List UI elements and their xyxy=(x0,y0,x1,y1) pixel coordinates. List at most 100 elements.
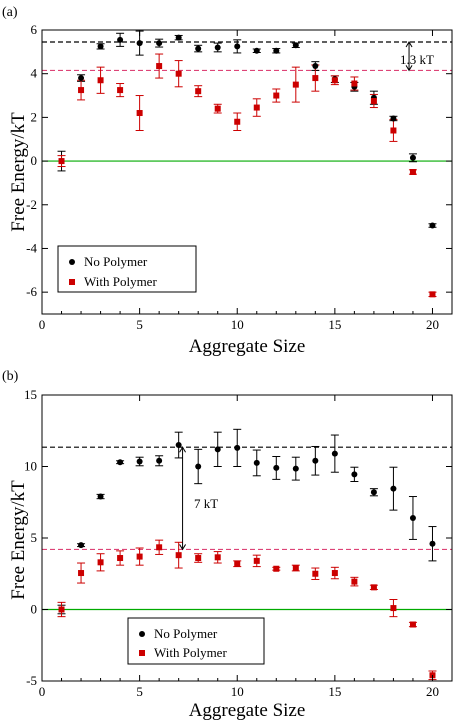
panel-b-point-0-14 xyxy=(331,450,338,457)
panel-b-ytick-label-2: 5 xyxy=(31,530,38,545)
panel-b-annotation-arrowhead-top xyxy=(179,446,186,453)
panel-a-label: (a) xyxy=(2,5,18,20)
panel-a-point-1-10 xyxy=(253,104,260,111)
panel-b-point-1-6 xyxy=(175,552,182,559)
panel-b: (b) Free Energy/kT Aggregate Size 7 kT 0… xyxy=(2,369,453,721)
panel-a-point-1-14 xyxy=(331,77,338,84)
panel-a-legend-marker-0 xyxy=(69,259,75,265)
panel-b-point-0-13 xyxy=(312,457,319,464)
panel-a-point-0-13 xyxy=(312,63,319,70)
panel-a-legend-box xyxy=(57,245,197,293)
panel-a-point-0-3 xyxy=(117,36,124,43)
panel-a-point-1-3 xyxy=(117,87,124,94)
panel-b-point-0-19 xyxy=(429,540,436,547)
panel-b-point-1-5 xyxy=(156,544,163,551)
panel-b-point-1-17 xyxy=(390,605,397,612)
panel-b-legend: No Polymer With Polymer xyxy=(127,617,265,665)
panel-b-point-1-16 xyxy=(370,584,377,591)
panel-b-legend-label-0: No Polymer xyxy=(154,626,218,641)
panel-b-point-0-5 xyxy=(156,457,163,464)
panel-b-ytick-label-3: 10 xyxy=(24,459,37,474)
panel-a-point-1-17 xyxy=(390,127,397,134)
panel-a-annotation-text: 1.3 kT xyxy=(400,52,434,67)
panel-b-point-1-7 xyxy=(195,555,202,562)
panel-a-ytick-label-2: -2 xyxy=(26,197,37,212)
panel-b-ytick-label-1: 0 xyxy=(31,602,38,617)
panel-b-xtick-label-4: 20 xyxy=(426,684,439,699)
panel-b-reference-lines xyxy=(42,446,452,611)
panel-b-xtick-label-0: 0 xyxy=(39,684,46,699)
panel-a-ytick-label-5: 4 xyxy=(31,66,38,81)
panel-b-point-0-6 xyxy=(175,442,182,449)
panel-a-point-1-0 xyxy=(58,158,65,165)
panel-b-point-0-4 xyxy=(136,458,143,465)
panel-a-point-0-19 xyxy=(429,222,436,229)
panel-a-point-1-1 xyxy=(78,87,85,94)
panel-a-point-1-11 xyxy=(273,92,280,99)
panel-a-xtick-label-4: 20 xyxy=(426,317,439,332)
panel-b-point-1-8 xyxy=(214,554,221,561)
panel-a-point-1-16 xyxy=(370,98,377,104)
panel-a-xlabel: Aggregate Size xyxy=(189,336,306,357)
panel-a-point-1-2 xyxy=(97,77,104,84)
panel-a-point-1-4 xyxy=(136,110,143,117)
panel-a-point-1-19 xyxy=(429,291,436,298)
panel-a-point-1-5 xyxy=(156,63,163,70)
panel-a-legend: No Polymer With Polymer xyxy=(57,245,197,293)
panel-b-ytick-label-4: 15 xyxy=(24,387,37,402)
panel-b-xtick-label-3: 15 xyxy=(328,684,341,699)
panel-a-point-1-7 xyxy=(195,88,202,95)
panel-a-point-0-8 xyxy=(214,44,221,51)
panel-b-point-1-13 xyxy=(312,570,319,577)
panel-a-point-0-1 xyxy=(78,75,85,82)
panel-a-point-0-5 xyxy=(156,40,163,47)
panel-b-annotation-text: 7 kT xyxy=(194,496,218,511)
panel-b-annotation-arrowhead-bottom xyxy=(179,544,186,551)
panel-b-point-0-16 xyxy=(370,489,377,496)
panel-a-point-0-12 xyxy=(292,42,299,49)
panel-b-point-0-17 xyxy=(390,485,397,492)
panel-b-xlabel: Aggregate Size xyxy=(189,700,306,721)
panel-a-ytick-label-0: -6 xyxy=(26,284,37,299)
panel-b-ylabel: Free Energy/kT xyxy=(8,480,29,600)
panel-a-point-1-12 xyxy=(292,81,299,88)
panel-a-plot-frame xyxy=(41,29,453,315)
panel-a-annotation: 1.3 kT xyxy=(400,41,434,72)
panel-a-point-1-13 xyxy=(312,75,319,82)
panel-b-point-1-15 xyxy=(351,578,358,585)
panel-b-point-0-12 xyxy=(292,465,299,472)
panel-a: (a) Free Energy/kT Aggregate Size 1.3 kT… xyxy=(2,5,453,357)
panel-a-reference-lines xyxy=(42,41,452,162)
panel-b-legend-box xyxy=(127,617,265,665)
panel-a-point-1-6 xyxy=(175,70,182,77)
panel-a-point-1-8 xyxy=(214,105,221,112)
panel-b-point-1-9 xyxy=(234,560,241,567)
panel-a-xtick-label-3: 15 xyxy=(328,317,341,332)
panel-a-ticks: 0 5 10 15 20 -6 -4 -2 0 2 4 6 xyxy=(26,22,453,332)
panel-a-legend-label-1: With Polymer xyxy=(84,274,157,289)
panel-b-ytick-label-0: -5 xyxy=(26,673,37,688)
panel-b-legend-marker-1 xyxy=(139,650,145,656)
panel-b-point-1-18 xyxy=(409,621,416,628)
panel-b-point-0-3 xyxy=(117,459,124,466)
panel-a-annotation-arrowhead-bottom xyxy=(405,65,413,72)
panel-a-point-1-15 xyxy=(351,80,358,87)
panel-a-ytick-label-6: 6 xyxy=(31,22,38,37)
panel-b-point-0-1 xyxy=(78,542,85,549)
panel-b-point-1-1 xyxy=(78,570,85,577)
panel-b-point-0-2 xyxy=(97,493,104,500)
panel-b-point-0-10 xyxy=(253,459,260,466)
panel-b-xtick-label-1: 5 xyxy=(136,684,143,699)
panel-b-point-1-10 xyxy=(253,557,260,564)
panel-b-point-0-11 xyxy=(273,464,280,471)
panel-a-points xyxy=(58,34,436,298)
panel-a-ylabel: Free Energy/kT xyxy=(8,112,29,232)
panel-a-point-0-11 xyxy=(273,47,280,54)
panel-b-point-1-14 xyxy=(331,570,338,577)
panel-b-point-1-3 xyxy=(117,555,124,562)
panel-a-point-0-17 xyxy=(390,115,397,122)
panel-b-point-1-11 xyxy=(273,565,280,572)
panel-a-ytick-label-1: -4 xyxy=(26,240,37,255)
panel-b-xtick-label-2: 10 xyxy=(231,684,244,699)
